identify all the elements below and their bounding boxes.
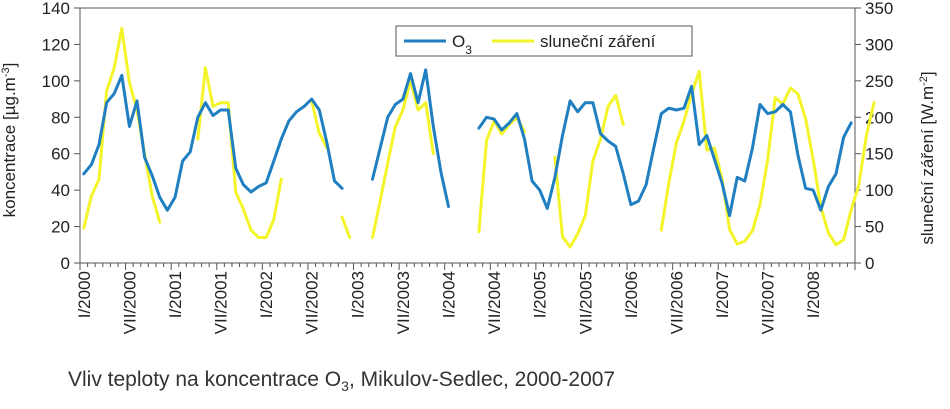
- series-line: [371, 68, 450, 208]
- left-tick-label: 80: [51, 108, 70, 127]
- series-line: [477, 115, 526, 234]
- x-tick-label: VII/2003: [394, 271, 413, 334]
- left-tick-label: 100: [42, 72, 70, 91]
- legend-label-o3: O3: [452, 32, 472, 57]
- left-axis-title: koncentrace [µg.m-3]: [0, 63, 19, 218]
- x-tick-label: VII/2000: [120, 271, 139, 334]
- series-line: [477, 84, 853, 218]
- right-tick-label: 50: [865, 218, 884, 237]
- x-tick-label: I/2001: [166, 271, 185, 318]
- series-line: [340, 215, 352, 239]
- x-tick-label: I/2008: [804, 271, 823, 318]
- x-tick-label: VII/2001: [212, 271, 231, 334]
- left-tick-label: 20: [51, 218, 70, 237]
- caption-suffix: , Mikulov-Sedlec, 2000-2007: [348, 368, 616, 391]
- series-layer: [82, 26, 876, 249]
- x-tick-label: VII/2004: [485, 271, 504, 334]
- right-tick-label: 100: [865, 181, 893, 200]
- legend-label-solar: sluneční záření: [540, 32, 656, 51]
- x-tick-label: I/2000: [75, 271, 94, 318]
- series-line: [371, 78, 435, 239]
- x-tick-label: VII/2005: [576, 271, 595, 334]
- series-line: [553, 93, 625, 249]
- left-axis-ticks: 0 20 40 60 80 100 120 140: [42, 0, 80, 273]
- right-tick-label: 300: [865, 35, 893, 54]
- x-tick-label: VII/2007: [759, 271, 778, 334]
- right-axis-title: sluneční záření [W.m-2]: [918, 71, 937, 244]
- caption-subscript: 3: [341, 378, 349, 395]
- series-line: [659, 69, 876, 247]
- right-tick-label: 0: [865, 254, 874, 273]
- x-tick-label: I/2006: [622, 271, 641, 318]
- series-line: [310, 99, 329, 150]
- legend: O3 sluneční záření: [395, 25, 693, 57]
- left-tick-label: 140: [42, 0, 70, 18]
- series-line: [196, 66, 283, 239]
- x-tick-label: I/2007: [713, 271, 732, 318]
- left-tick-label: 120: [42, 35, 70, 54]
- x-tick-label: I/2004: [440, 271, 459, 318]
- x-axis-ticks: I/2000 VII/2000 I/2001 VII/2001 I/2002 VII/20…: [75, 263, 856, 334]
- left-tick-label: 40: [51, 181, 70, 200]
- series-line: [82, 73, 344, 212]
- x-tick-label: I/2005: [531, 271, 550, 318]
- right-tick-label: 350: [865, 0, 893, 18]
- caption-prefix: Vliv teploty na koncentrace O: [68, 368, 342, 391]
- chart-caption: Vliv teploty na koncentrace O3, Mikulov-…: [68, 368, 615, 394]
- x-tick-label: VII/2006: [667, 271, 686, 334]
- right-tick-label: 150: [865, 145, 893, 164]
- series-line: [82, 26, 162, 230]
- x-tick-label: I/2002: [257, 271, 276, 318]
- x-tick-label: VII/2002: [303, 271, 322, 334]
- right-tick-label: 250: [865, 72, 893, 91]
- x-tick-label: I/2003: [348, 271, 367, 318]
- left-tick-label: 60: [51, 145, 70, 164]
- left-tick-label: 0: [61, 254, 70, 273]
